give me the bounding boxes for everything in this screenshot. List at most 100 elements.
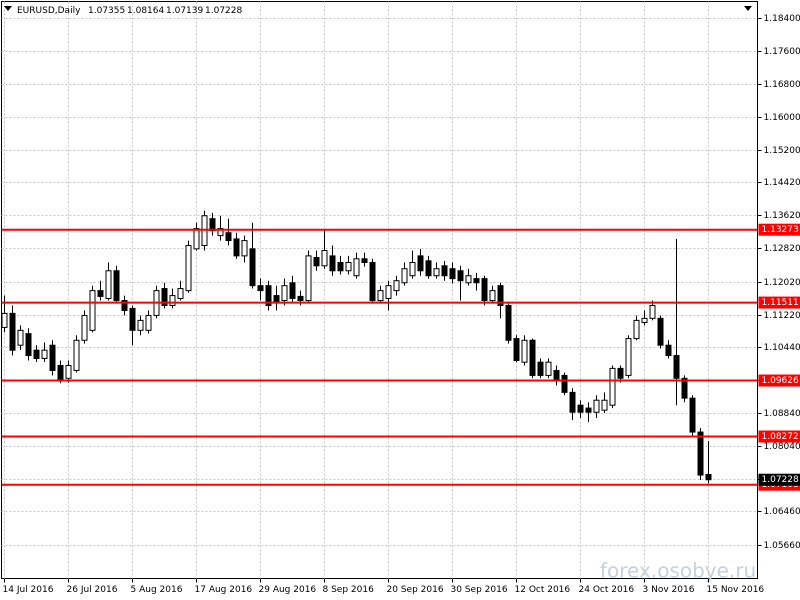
candle-body	[665, 344, 672, 357]
candle-body	[657, 317, 664, 346]
candle-body	[57, 364, 64, 381]
candle-body	[129, 307, 136, 331]
candle-body	[641, 317, 648, 323]
candle-body	[433, 268, 440, 277]
y-tick-label: 1.10440	[764, 343, 800, 353]
candle-body	[49, 344, 56, 371]
x-tick-label: 12 Oct 2016	[515, 585, 571, 595]
y-tick-label: 1.16800	[764, 80, 800, 90]
candle-body	[633, 319, 640, 340]
candle-body	[9, 312, 16, 351]
x-tick-label: 24 Oct 2016	[579, 585, 635, 595]
x-tick-label: 29 Aug 2016	[259, 585, 317, 595]
x-tick-label: 20 Sep 2016	[387, 585, 444, 595]
candle-body	[425, 260, 432, 277]
candle-body	[489, 290, 496, 302]
chart-corner-icon[interactable]	[744, 6, 752, 11]
plot-frame	[1, 1, 758, 579]
candle-body	[225, 232, 232, 242]
current-price-label: 1.07228	[762, 475, 799, 485]
candle-body	[305, 255, 312, 302]
x-tick-label: 14 Jul 2016	[3, 585, 54, 595]
candle-body	[193, 228, 200, 250]
candle-body	[617, 367, 624, 379]
candle-body	[273, 295, 280, 304]
candle-body	[465, 275, 472, 284]
level-price-box	[758, 430, 800, 443]
candle-body	[577, 404, 584, 413]
candle-body	[481, 278, 488, 302]
candle-body	[689, 397, 696, 433]
y-tick-label: 1.08040	[764, 442, 800, 452]
header-close: 1.07228	[205, 6, 242, 16]
candle-body	[177, 288, 184, 299]
level-price-box	[758, 296, 800, 309]
candle-body	[257, 285, 264, 292]
candle-body	[681, 377, 688, 399]
candle-body	[41, 349, 48, 359]
candle-body	[89, 290, 96, 331]
candle-body	[361, 258, 368, 263]
candle-body	[33, 349, 40, 359]
x-tick-label: 17 Aug 2016	[195, 585, 253, 595]
header-high: 1.08164	[127, 6, 164, 16]
candle-body	[417, 255, 424, 272]
candle-body	[105, 270, 112, 299]
y-tick-label: 1.14420	[764, 178, 800, 188]
candle-body	[313, 257, 320, 267]
candle-body	[585, 407, 592, 413]
candle-body	[17, 329, 24, 346]
y-tick-label: 1.13620	[764, 211, 800, 221]
candle-body	[1, 312, 8, 328]
x-tick-label: 26 Jul 2016	[67, 585, 118, 595]
y-tick-label: 1.06460	[764, 507, 800, 517]
candle-body	[121, 300, 128, 311]
watermark: forex.osobye.ru	[600, 559, 756, 583]
x-tick-label: 3 Nov 2016	[643, 585, 695, 595]
candle-body	[385, 285, 392, 299]
candle-body	[409, 261, 416, 277]
candle-body	[145, 314, 152, 331]
candle-body	[609, 367, 616, 406]
candle-body	[97, 290, 104, 297]
candle-body	[529, 339, 536, 376]
candle-body	[73, 339, 80, 371]
level-price-label: 1.08272	[762, 432, 799, 442]
candle-body	[337, 261, 344, 272]
candle-body	[185, 245, 192, 292]
candle-body	[553, 369, 560, 381]
x-tick-label: 5 Aug 2016	[131, 585, 183, 595]
candle-body	[401, 268, 408, 284]
candle-body	[297, 295, 304, 302]
candle-body	[161, 288, 168, 307]
chart-menu-icon[interactable]	[4, 6, 12, 11]
candle-body	[649, 305, 656, 319]
level-price-box	[758, 223, 800, 236]
y-tick-label: 1.16000	[764, 113, 800, 123]
candle-body	[457, 270, 464, 282]
grid	[1, 1, 758, 579]
candle-body	[321, 249, 328, 267]
chart-header: EURUSD,Daily 1.07355 1.08164 1.07139 1.0…	[17, 6, 242, 16]
candle-body	[497, 285, 504, 307]
candle-body	[545, 361, 552, 376]
candle-body	[113, 270, 120, 302]
y-tick-label: 1.08840	[764, 409, 800, 419]
candle-body	[625, 338, 632, 376]
symbol-title: EURUSD,Daily	[17, 6, 81, 16]
x-tick-label: 15 Nov 2016	[707, 585, 765, 595]
y-tick-label: 1.05660	[764, 541, 800, 551]
y-tick-label: 1.12820	[764, 244, 800, 254]
y-tick-label: 1.17600	[764, 47, 800, 57]
candle-body	[233, 238, 240, 257]
y-tick-label: 1.11220	[764, 311, 800, 321]
header-low: 1.07139	[166, 6, 203, 16]
header-open: 1.07355	[88, 6, 125, 16]
candle-body	[81, 314, 88, 341]
candle-body	[345, 261, 352, 272]
candle-body	[329, 255, 336, 272]
level-price-label: 1.13273	[762, 225, 799, 235]
